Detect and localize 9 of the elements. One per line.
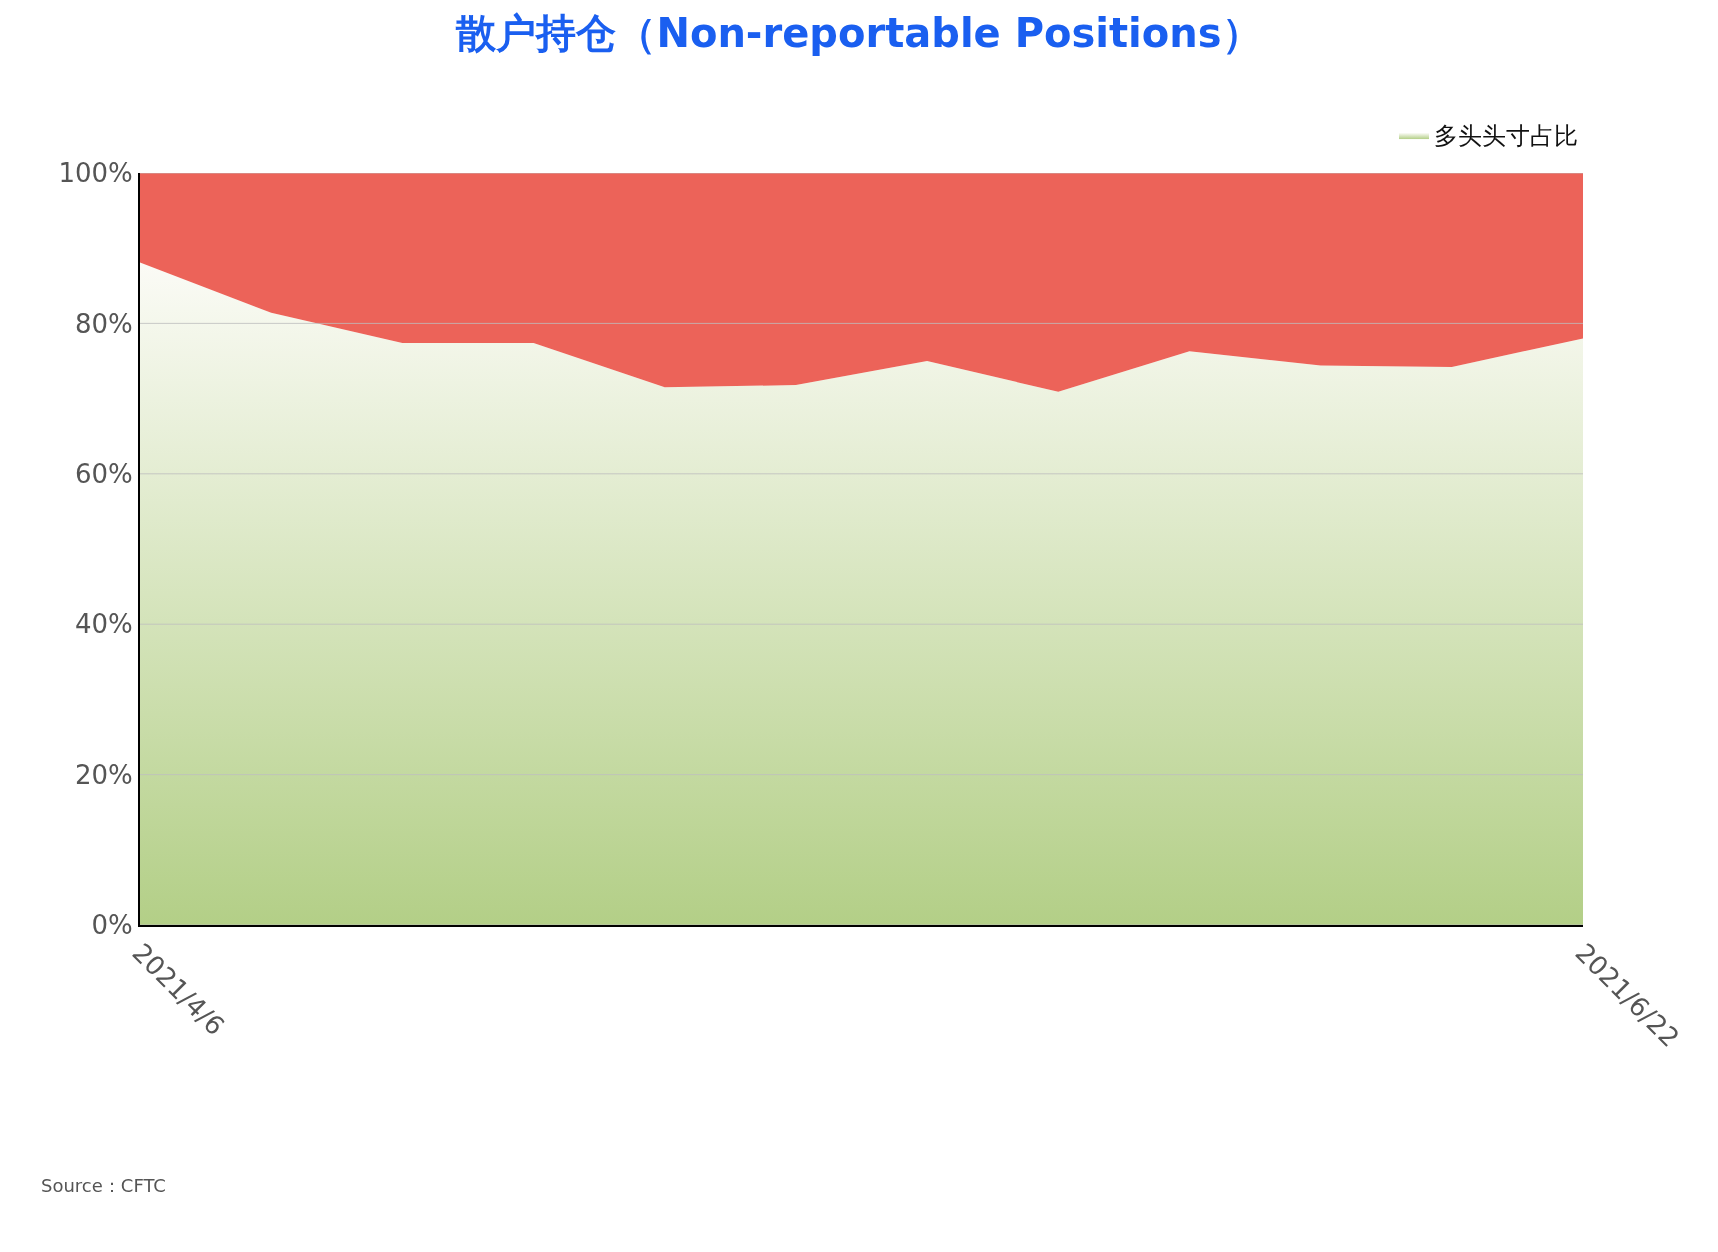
y-tick-label: 40% [75, 609, 133, 640]
y-tick-label: 80% [75, 308, 133, 339]
y-tick-label: 20% [75, 759, 133, 790]
legend-label: 多头头寸占比 [1434, 122, 1578, 151]
source-note: Source：CFTC [41, 1175, 166, 1196]
y-tick-label: 0% [91, 910, 133, 941]
y-tick-label: 60% [75, 458, 133, 489]
y-tick-label: 100% [58, 158, 133, 189]
chart-title: 散户持仓（Non-reportable Positions） [455, 9, 1262, 56]
